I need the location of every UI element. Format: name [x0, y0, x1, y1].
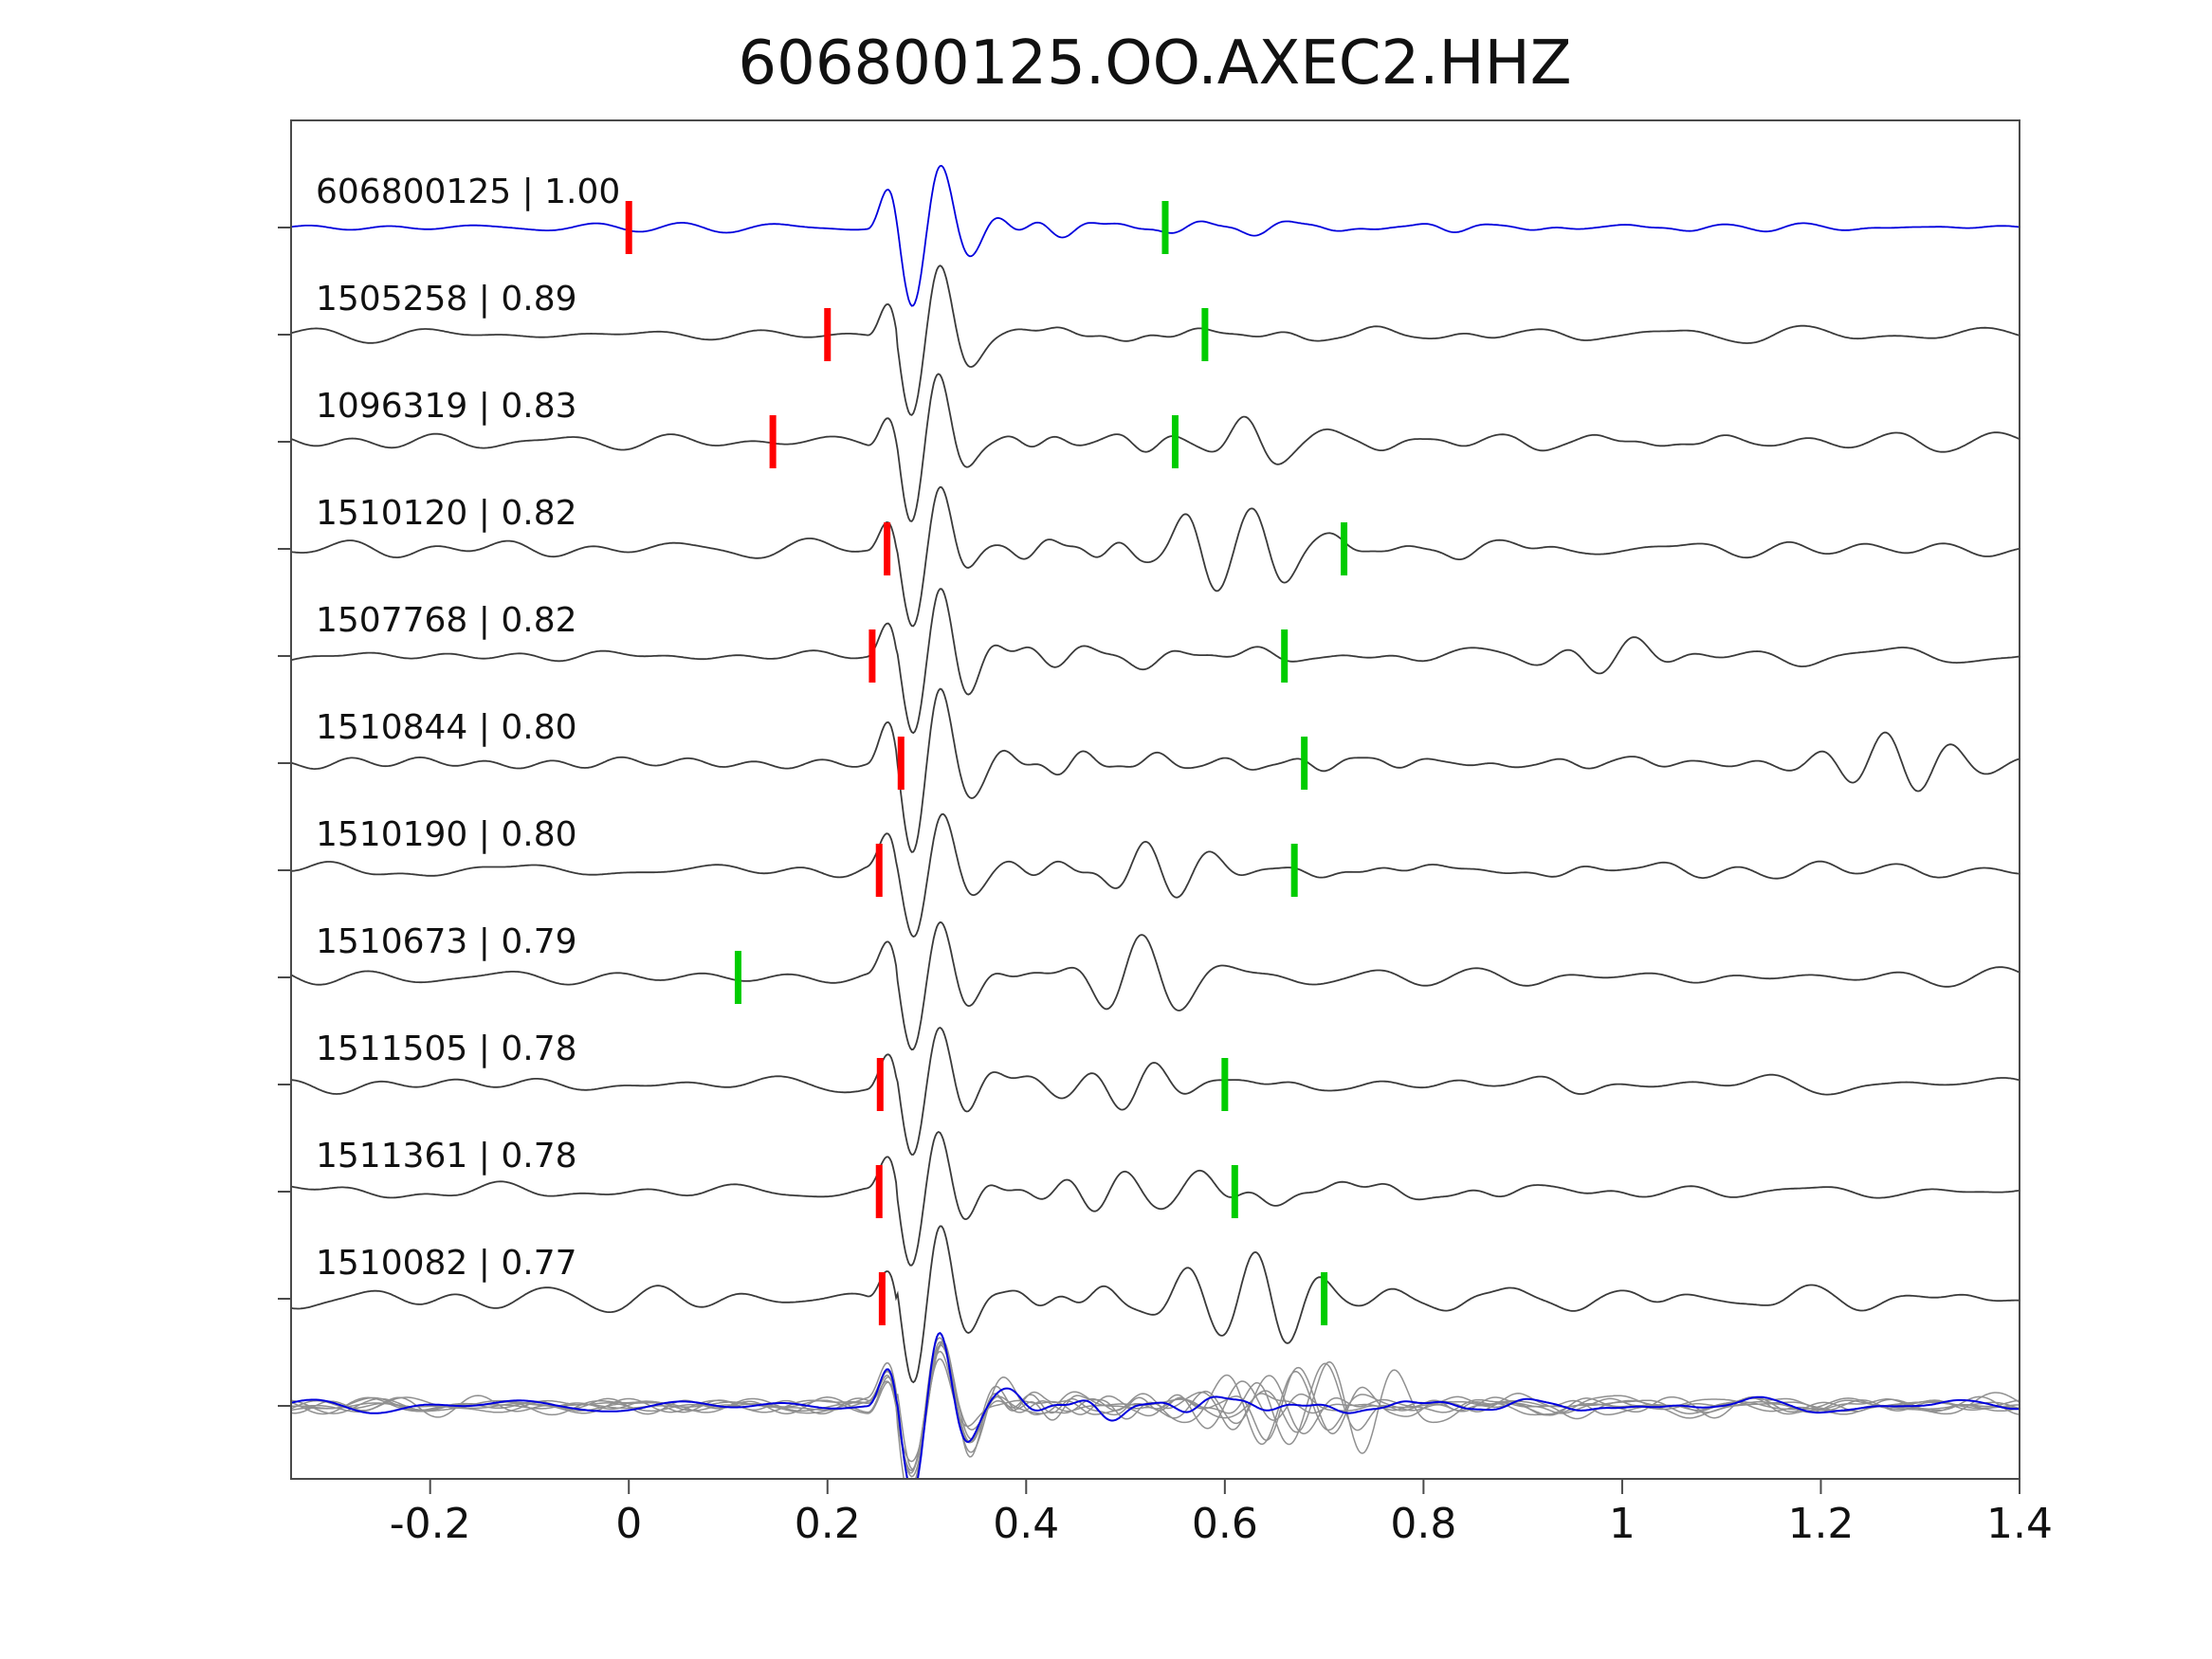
x-axis-tick-label: 1 [1609, 1500, 1636, 1548]
green-pick-marker [1290, 844, 1298, 897]
chart-title: 606800125.OO.AXEC2.HHZ [738, 28, 1571, 99]
red-pick-marker [884, 522, 891, 575]
trace-label: 1510844 | 0.80 [316, 708, 577, 747]
traces [291, 164, 2020, 1479]
x-axis-tick-label: 1.4 [1986, 1500, 2053, 1548]
red-pick-marker [625, 201, 632, 254]
trace-path [291, 373, 2020, 522]
red-pick-marker [875, 844, 883, 897]
trace-path [291, 485, 2020, 628]
green-pick-marker [1341, 522, 1348, 575]
x-axis-tick-label: 0.2 [795, 1500, 861, 1548]
red-pick-marker [875, 1165, 883, 1218]
x-axis-tick-label: -0.2 [390, 1500, 471, 1548]
red-pick-marker [897, 737, 905, 790]
overlay-gray-trace-path [291, 1340, 2020, 1472]
trace-path [291, 588, 2020, 735]
trace-label: 1510120 | 0.82 [316, 494, 577, 533]
trace-label: 1511361 | 0.78 [316, 1137, 577, 1176]
trace-path [291, 1225, 2020, 1384]
green-pick-marker [1301, 737, 1308, 790]
trace-label: 1507768 | 0.82 [316, 601, 577, 640]
trace-path [291, 1130, 2020, 1267]
trace-path [291, 264, 2020, 416]
trace-path [291, 921, 2020, 1051]
x-axis-tick-label: 0.6 [1192, 1500, 1258, 1548]
plot-box [290, 119, 2020, 1480]
trace-label: 1510082 | 0.77 [316, 1244, 577, 1283]
trace-label: 606800125 | 1.00 [316, 173, 620, 211]
overlay-gray-trace-path [291, 1337, 2020, 1479]
green-pick-marker [1221, 1058, 1229, 1111]
red-pick-marker [868, 629, 876, 683]
axes: -0.2 0 0.2 0.4 0.6 0.8 1 1.2 1.4 [278, 227, 2053, 1548]
overlay-template-trace-path [291, 1332, 2020, 1479]
green-pick-marker [1171, 415, 1179, 468]
trace-label: 1510673 | 0.79 [316, 922, 577, 961]
red-pick-marker [824, 308, 832, 361]
green-pick-marker [1321, 1272, 1328, 1325]
trace-label: 1510190 | 0.80 [316, 815, 577, 854]
x-axis-tick-label: 0.4 [993, 1500, 1059, 1548]
x-axis-tick-label: 1.2 [1787, 1500, 1854, 1548]
x-axis-tick-label: 0.8 [1390, 1500, 1456, 1548]
trace-label: 1505258 | 0.89 [316, 280, 577, 319]
trace-path [291, 812, 2020, 939]
trace-path [291, 687, 2020, 853]
green-pick-marker [734, 951, 741, 1004]
trace-label: 1511505 | 0.78 [316, 1030, 577, 1068]
trace-label: 1096319 | 0.83 [316, 387, 577, 426]
trace-path [291, 164, 2020, 307]
green-pick-marker [1231, 1165, 1238, 1218]
overlay-gray-trace-path [291, 1343, 2020, 1478]
green-pick-marker [1201, 308, 1209, 361]
x-axis-tick-label: 0 [615, 1500, 642, 1548]
trace-labels: 606800125 | 1.00 1505258 | 0.89 1096319 | … [316, 173, 620, 1283]
red-pick-marker [878, 1272, 886, 1325]
overlay-gray-trace-path [291, 1358, 2020, 1479]
green-pick-marker [1281, 629, 1289, 683]
trace-path [291, 1026, 2020, 1156]
green-pick-marker [1161, 201, 1169, 254]
pick-markers [625, 201, 1348, 1325]
red-pick-marker [769, 415, 777, 468]
red-pick-marker [876, 1058, 884, 1111]
